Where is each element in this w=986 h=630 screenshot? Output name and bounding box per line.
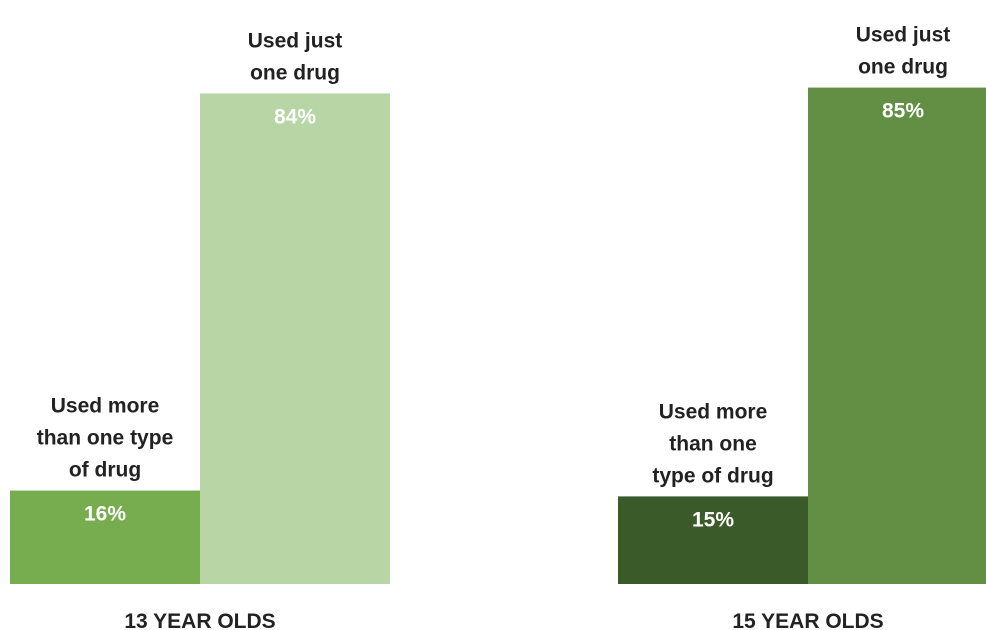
bar-1-1 — [10, 490, 200, 584]
bar-1-2 — [200, 93, 390, 584]
bar-series-label: one drug — [250, 61, 340, 84]
category-label: 13 YEAR OLDS — [124, 610, 275, 630]
bar-series-label: one drug — [858, 56, 948, 79]
value-label: 15% — [692, 508, 734, 531]
bar-series-label: type of drug — [652, 464, 773, 487]
bar-series-label: Used more — [659, 400, 768, 423]
value-label: 84% — [274, 105, 316, 128]
bar-series-label: than one type — [37, 427, 174, 450]
bar-series-label: Used just — [248, 29, 343, 52]
bar-series-label: than one — [669, 432, 757, 455]
value-label: 16% — [84, 503, 126, 526]
category-label: 15 YEAR OLDS — [732, 610, 883, 630]
bar-series-label: Used just — [856, 24, 951, 47]
bar-2-2 — [808, 87, 986, 584]
bar-series-label: of drug — [69, 459, 141, 482]
bar-2-1 — [618, 496, 808, 584]
value-label: 85% — [882, 100, 924, 123]
bar-series-label: Used more — [51, 395, 160, 418]
